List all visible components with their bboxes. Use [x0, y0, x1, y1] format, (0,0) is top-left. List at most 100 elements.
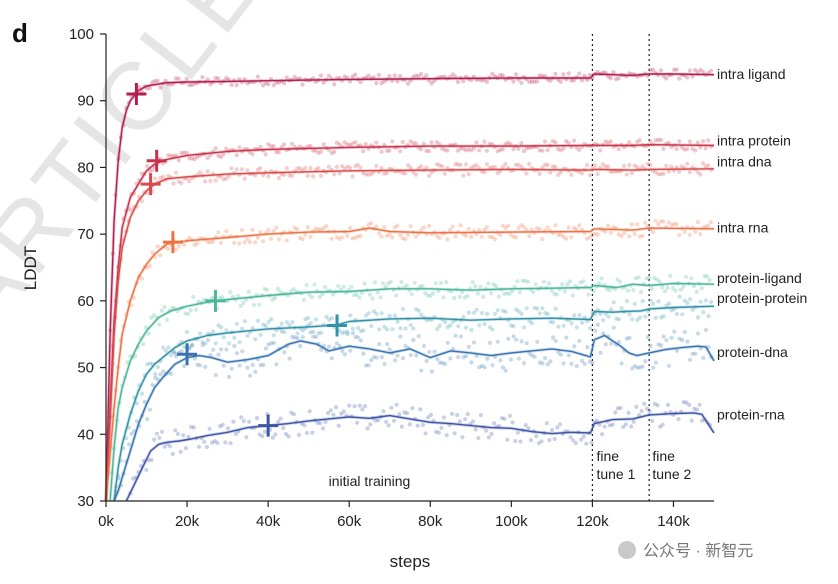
sample-point-intra-rna: [255, 235, 260, 240]
sample-point-protein-dna: [627, 335, 632, 340]
sample-point-intra-ligand: [350, 74, 355, 79]
sample-point-intra-rna: [192, 242, 197, 248]
x-tick-label: 40k: [256, 513, 281, 530]
sample-point-protein-dna: [295, 336, 300, 341]
sample-point-protein-rna: [160, 429, 165, 434]
sample-point-protein-protein: [134, 401, 139, 406]
sample-point-intra-dna: [284, 166, 289, 171]
sample-point-protein-protein: [369, 324, 374, 329]
sample-point-protein-ligand: [660, 285, 665, 290]
sample-point-protein-protein: [487, 325, 492, 330]
sample-point-protein-dna: [382, 362, 387, 367]
sample-point-intra-protein: [698, 145, 703, 150]
sample-point-protein-rna: [178, 449, 183, 454]
sample-point-intra-protein: [250, 152, 255, 157]
sample-point-intra-dna: [416, 166, 421, 171]
sample-point-intra-dna: [540, 165, 545, 170]
sample-point-intra-ligand: [300, 82, 305, 87]
sample-point-intra-dna: [603, 164, 608, 169]
sample-point-intra-dna: [477, 165, 482, 170]
sample-point-intra-protein: [176, 158, 181, 163]
sample-point-intra-rna: [324, 224, 329, 229]
sample-point-protein-ligand: [489, 291, 494, 296]
sample-point-protein-protein: [366, 311, 371, 316]
sample-point-protein-rna: [476, 436, 481, 441]
sample-point-intra-dna: [313, 167, 318, 172]
annotation-fine-tune-2-line-1: fine: [652, 448, 675, 464]
sample-point-protein-ligand: [565, 282, 570, 287]
series-line-protein-ligand: [109, 282, 715, 502]
sample-point-intra-protein: [677, 139, 682, 144]
sample-point-protein-dna: [134, 419, 139, 424]
sample-point-intra-protein: [297, 144, 303, 149]
sample-point-intra-dna: [592, 163, 598, 168]
sample-point-protein-ligand: [436, 289, 441, 294]
sample-point-intra-protein: [558, 148, 563, 153]
sample-point-protein-protein: [448, 323, 453, 328]
sample-point-intra-rna: [176, 244, 181, 249]
sample-point-protein-ligand: [431, 291, 436, 296]
sample-point-protein-dna: [548, 359, 553, 364]
sample-point-intra-rna: [566, 225, 571, 230]
sample-point-protein-protein: [540, 306, 545, 311]
sample-point-protein-ligand: [452, 296, 457, 301]
sample-point-intra-rna: [577, 223, 582, 228]
sample-point-protein-protein: [424, 318, 429, 323]
sample-point-protein-protein: [561, 323, 566, 328]
sample-point-protein-rna: [183, 446, 188, 451]
sample-point-protein-dna: [503, 368, 508, 373]
sample-point-intra-dna: [495, 170, 500, 176]
sample-point-protein-ligand: [367, 292, 372, 297]
sample-point-protein-protein: [680, 312, 685, 317]
sample-point-intra-dna: [461, 173, 466, 178]
sample-point-protein-rna: [173, 428, 178, 433]
sample-point-intra-protein: [387, 148, 392, 153]
sample-point-intra-protein: [305, 144, 310, 149]
sample-point-intra-protein: [461, 146, 466, 151]
sample-point-protein-protein: [253, 337, 258, 342]
sample-point-intra-ligand: [155, 78, 160, 83]
sample-point-intra-protein: [147, 169, 152, 174]
y-tick-label: 100: [69, 26, 94, 43]
sample-point-protein-protein: [703, 298, 709, 303]
sample-point-protein-dna: [374, 355, 379, 360]
sample-point-intra-ligand: [218, 81, 223, 86]
sample-point-intra-dna: [424, 165, 429, 170]
sample-point-protein-rna: [636, 413, 642, 418]
sample-point-intra-rna: [516, 225, 521, 231]
sample-point-protein-rna: [310, 430, 315, 435]
sample-point-protein-rna: [144, 467, 149, 472]
sample-point-intra-protein: [506, 140, 511, 145]
sample-point-protein-dna: [182, 363, 187, 369]
sample-point-intra-dna: [379, 166, 384, 171]
sample-point-protein-ligand: [657, 279, 662, 284]
sample-point-intra-dna: [139, 199, 144, 204]
sample-point-protein-ligand: [209, 295, 214, 300]
sample-point-intra-rna: [174, 247, 179, 252]
sample-point-intra-dna: [347, 165, 353, 170]
sample-point-protein-dna: [245, 365, 250, 370]
sample-point-protein-rna: [320, 426, 325, 431]
sample-point-protein-rna: [650, 418, 655, 423]
sample-point-protein-dna: [361, 351, 366, 356]
sample-point-intra-ligand: [145, 86, 150, 91]
sample-point-protein-rna: [304, 430, 310, 436]
sample-point-protein-ligand: [196, 299, 201, 304]
sample-point-protein-protein: [263, 323, 268, 328]
annotation-fine-tune-1-line-2: tune 1: [596, 466, 635, 482]
sample-point-protein-dna: [377, 342, 382, 347]
sample-point-intra-protein: [187, 156, 192, 161]
sample-point-protein-protein: [197, 331, 203, 336]
sample-point-protein-protein: [482, 322, 487, 327]
sample-point-protein-rna: [484, 428, 489, 433]
sample-point-intra-ligand: [661, 74, 666, 79]
sample-point-protein-rna: [218, 424, 223, 429]
sample-point-protein-ligand: [404, 283, 409, 288]
sample-point-intra-rna: [329, 236, 334, 241]
sample-point-intra-dna: [516, 162, 521, 167]
wechat-logo-icon: [618, 541, 636, 559]
marker-intra-protein: [146, 149, 167, 172]
sample-point-protein-protein: [543, 311, 548, 316]
sample-point-intra-rna: [316, 227, 321, 232]
sample-point-protein-dna: [287, 356, 292, 361]
